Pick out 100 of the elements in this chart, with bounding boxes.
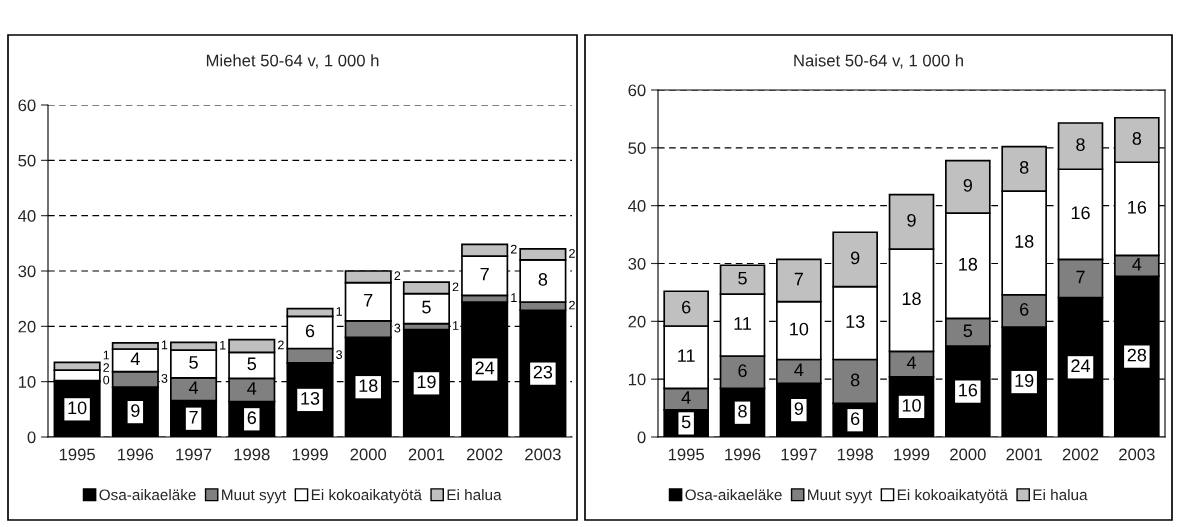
legend-label: Muut syyt <box>808 489 873 504</box>
data-label: 7 <box>189 410 198 424</box>
x-tick-label: 2003 <box>525 448 561 461</box>
x-tick-label: 2002 <box>1062 448 1099 461</box>
data-label: 1 <box>103 350 110 360</box>
data-label: 23 <box>533 365 553 379</box>
data-label: 1 <box>220 340 226 350</box>
chart-title: Miehet 50-64 v, 1 000 h <box>206 54 379 69</box>
data-label: 2 <box>452 282 459 292</box>
x-tick-label: 1997 <box>176 448 212 461</box>
data-label: 19 <box>1015 374 1034 387</box>
data-label: 10 <box>790 322 809 336</box>
data-label: 11 <box>678 349 695 362</box>
x-tick-label: 2000 <box>950 448 986 461</box>
data-label: 0 <box>103 375 110 385</box>
data-label: 7 <box>794 272 803 286</box>
data-label: 6 <box>682 300 691 314</box>
x-tick-label: 2001 <box>408 448 445 461</box>
x-tick-label: 1996 <box>118 448 154 461</box>
data-label: 5 <box>247 357 257 371</box>
data-label: 3 <box>394 323 401 333</box>
data-label: 24 <box>475 361 495 375</box>
data-label: 2 <box>103 363 110 372</box>
data-label: 6 <box>305 324 315 338</box>
data-label: 4 <box>247 382 257 395</box>
y-tick-label: 40 <box>628 200 646 212</box>
data-label: 10 <box>68 401 87 415</box>
y-tick-label: 50 <box>628 142 646 155</box>
x-tick-label: 1998 <box>837 448 873 461</box>
data-label: 19 <box>417 375 436 389</box>
x-tick-label: 1999 <box>894 448 930 461</box>
legend-label: Ei kokoaikatyötä <box>897 489 1008 504</box>
data-label: 9 <box>131 404 140 417</box>
data-label: 2 <box>569 300 575 310</box>
data-label: 18 <box>1015 235 1034 248</box>
y-tick-label: 0 <box>637 431 646 444</box>
data-label: 7 <box>480 267 489 281</box>
data-label: 28 <box>1127 348 1147 362</box>
data-label: 9 <box>907 213 916 227</box>
data-label: 4 <box>188 381 199 394</box>
data-label: 9 <box>850 251 860 265</box>
data-label: 9 <box>963 178 972 192</box>
data-label: 3 <box>161 373 168 383</box>
data-label: 13 <box>846 315 865 328</box>
data-label: 13 <box>301 391 320 405</box>
data-label: 16 <box>1071 206 1090 220</box>
x-tick-label: 1997 <box>781 448 817 461</box>
y-tick-label: 0 <box>27 431 36 444</box>
data-label: 6 <box>1020 302 1029 316</box>
y-tick-label: 30 <box>18 265 36 278</box>
legend-label: Ei kokoaikatyötä <box>311 489 422 504</box>
data-label: 11 <box>734 317 751 330</box>
data-label: 2 <box>510 244 517 254</box>
y-tick-label: 30 <box>628 257 646 270</box>
data-label: 1 <box>511 293 517 302</box>
x-tick-label: 2002 <box>466 448 503 461</box>
data-label: 1 <box>336 307 342 316</box>
legend-label: Osa-aikaeläke <box>99 489 196 501</box>
data-label: 6 <box>247 411 257 425</box>
x-tick-label: 1999 <box>292 448 328 461</box>
data-label: 1 <box>453 321 459 330</box>
data-label: 18 <box>359 379 378 393</box>
data-label: 8 <box>538 273 548 286</box>
y-tick-label: 50 <box>18 154 36 167</box>
legend-label: Muut syyt <box>222 489 287 504</box>
x-tick-label: 2003 <box>1119 448 1155 461</box>
x-tick-label: 1995 <box>668 448 705 461</box>
data-label: 4 <box>906 356 916 369</box>
y-tick-label: 10 <box>628 373 646 386</box>
data-label: 16 <box>959 383 978 397</box>
data-label: 8 <box>1019 161 1029 174</box>
data-label: 5 <box>738 271 747 285</box>
data-label: 9 <box>794 402 803 415</box>
data-label: 4 <box>681 391 691 404</box>
data-label: 2 <box>278 340 284 350</box>
x-tick-label: 2001 <box>1006 448 1042 461</box>
data-label: 5 <box>963 324 973 338</box>
data-label: 2 <box>394 271 401 281</box>
data-label: 4 <box>1132 258 1142 271</box>
data-label: 7 <box>364 293 373 307</box>
y-tick-label: 20 <box>18 320 36 333</box>
data-label: 16 <box>1128 200 1147 214</box>
data-label: 8 <box>738 404 747 418</box>
legend-label: Ei halua <box>447 489 502 501</box>
x-tick-label: 2000 <box>350 448 387 461</box>
y-tick-label: 20 <box>628 315 646 328</box>
data-label: 18 <box>902 292 921 306</box>
data-label: 4 <box>130 352 140 366</box>
data-label: 7 <box>1076 270 1085 284</box>
data-label: 2 <box>569 248 575 258</box>
data-label: 5 <box>189 356 198 369</box>
data-label: 8 <box>850 373 860 387</box>
data-label: 6 <box>738 364 747 378</box>
data-label: 5 <box>681 415 691 429</box>
legend-label: Osa-aikaeläke <box>685 489 782 501</box>
data-label: 18 <box>959 257 978 271</box>
chart-title: Naiset 50-64 v, 1 000 h <box>794 54 963 69</box>
data-label: 10 <box>902 398 921 412</box>
y-tick-label: 60 <box>628 84 646 97</box>
data-label: 8 <box>1132 132 1142 145</box>
